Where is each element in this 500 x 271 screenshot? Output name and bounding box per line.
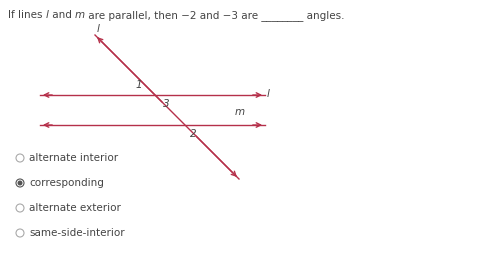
Text: If lines: If lines	[8, 10, 46, 20]
Text: corresponding: corresponding	[29, 178, 104, 188]
Text: m: m	[235, 107, 245, 117]
Text: 1: 1	[136, 80, 142, 90]
Text: alternate interior: alternate interior	[29, 153, 118, 163]
Text: l: l	[46, 10, 48, 20]
Circle shape	[18, 181, 22, 185]
Text: same-side-interior: same-side-interior	[29, 228, 124, 238]
Text: l: l	[97, 24, 100, 34]
Text: 2: 2	[190, 129, 196, 139]
Text: 3: 3	[163, 99, 170, 109]
Text: and: and	[48, 10, 75, 20]
Text: are parallel, then −2 and −3 are ________ angles.: are parallel, then −2 and −3 are _______…	[85, 10, 344, 21]
Text: l: l	[267, 89, 270, 99]
Text: alternate exterior: alternate exterior	[29, 203, 121, 213]
Text: m: m	[75, 10, 85, 20]
